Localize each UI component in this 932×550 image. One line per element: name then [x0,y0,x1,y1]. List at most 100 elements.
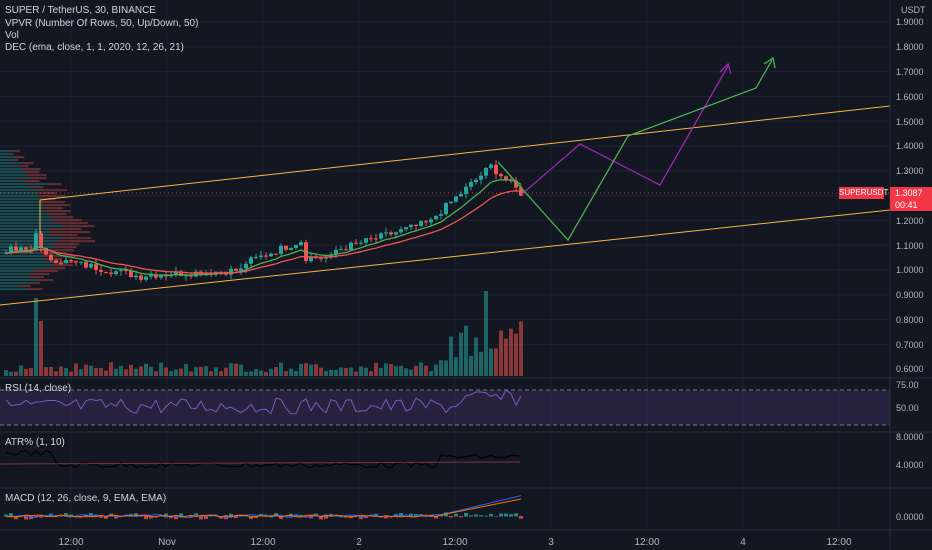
candle-body [519,187,523,196]
volume-bar [479,351,483,376]
volume-bar [134,368,138,376]
volume-bar [184,363,188,376]
volume-bar [189,371,193,376]
volume-bar [24,368,28,376]
volume-bar [89,365,93,376]
volume-bar [514,333,518,376]
vol-legend[interactable]: Vol [5,30,19,41]
volume-bar [349,367,353,376]
macd-histogram-bar [354,515,358,517]
vpvr-up-bar [0,270,33,273]
macd-histogram-bar [194,513,198,517]
vpvr-up-bar [0,192,38,195]
candle-body [494,164,498,175]
rsi-legend[interactable]: RSI (14, close) [5,383,72,394]
time-tick: 12:00 [58,537,84,548]
macd-histogram-bar [329,513,333,517]
macd-histogram-bar [279,516,283,519]
vpvr-up-bar [0,219,49,222]
macd-histogram-bar [59,516,63,517]
candle-body [439,214,443,216]
ema-fast-line [5,179,522,276]
projection-drawings[interactable] [497,56,776,242]
volume-bar [164,367,168,376]
candle-body [124,270,128,272]
atr-legend[interactable]: ATR% (1, 10) [5,437,65,448]
volume-bar [194,367,198,376]
macd-histogram-bar [4,514,8,517]
vpvr-down-bar [52,264,73,267]
ema-lines [5,179,522,276]
vpvr-down-bar [38,201,66,204]
macd-histogram-bar [319,516,323,520]
volume-bar [9,371,13,376]
volume-bars [4,291,523,376]
macd-histogram-bar [414,514,418,517]
currency-label: USDT [901,5,926,15]
volume-bar [389,364,393,376]
volume-bar [79,369,83,376]
macd-histogram-bar [299,514,303,517]
macd-histogram-bar [294,514,298,517]
candle-body [444,202,448,215]
macd-histogram-bar [509,514,513,517]
volume-bar [399,365,403,376]
candle-body [189,275,193,277]
candle-body [359,242,363,244]
candle-body [484,167,488,176]
candle-body [254,256,258,258]
atr-level-upper: 8.0000 [896,432,924,442]
volume-bar [339,367,343,376]
volume-bar [244,371,248,376]
volume-bar [324,370,328,376]
candle-body [489,164,493,168]
channel-upper-line [39,105,891,201]
channel-lower-line [0,209,891,306]
vpvr-up-bar [0,231,52,234]
vpvr-legend[interactable]: VPVR (Number Of Rows, 50, Up/Down, 50) [5,18,199,29]
projection-path-purple [521,65,729,195]
dec-legend[interactable]: DEC (ema, close, 1, 1, 2020, 12, 26, 21) [5,42,184,53]
candle-body [229,268,233,275]
macd-histogram-bar [84,516,88,518]
volume-bar [449,336,453,376]
macd-histogram-bar [64,513,68,517]
vpvr-up-bar [0,198,42,201]
candle-body [364,238,368,243]
symbol-legend[interactable]: SUPER / TetherUS, 30, BINANCE [5,5,156,16]
vpvr-up-bar [0,234,50,237]
volume-bar [239,364,243,376]
macd-legend[interactable]: MACD (12, 26, close, 9, EMA, EMA) [5,493,167,504]
candle-body [154,274,158,278]
rsi-level-upper: 75.00 [896,380,919,390]
candle-body [259,255,263,257]
vpvr-up-bar [0,288,28,291]
volume-bar [464,325,468,376]
candle-body [4,253,8,255]
volume-bar [99,367,103,376]
volume-bar [19,365,23,376]
macd-histogram-bar [514,513,518,517]
vpvr-down-bar [49,234,78,237]
vpvr-down-bar [8,153,14,156]
price-tick: 1.5000 [896,117,924,127]
macd-histogram-bar [99,516,103,518]
vpvr-down-bar [37,192,57,195]
candle-body [94,264,98,270]
time-tick: 12:00 [250,537,276,548]
trend-channel[interactable] [0,105,891,306]
volume-bar [314,364,318,376]
vpvr-up-bar [0,180,23,183]
candle-body [394,232,398,235]
volume-bar [374,362,378,376]
vpvr-down-bar [39,189,67,192]
vpvr-up-bar [0,240,59,243]
last-price-badge: 1.3087 00:41 [890,187,932,211]
vpvr-up-bar [0,150,14,153]
candle-body [434,215,438,220]
volume-bar [44,367,48,376]
vpvr-down-bar [29,177,47,180]
volume-bar [289,368,293,376]
